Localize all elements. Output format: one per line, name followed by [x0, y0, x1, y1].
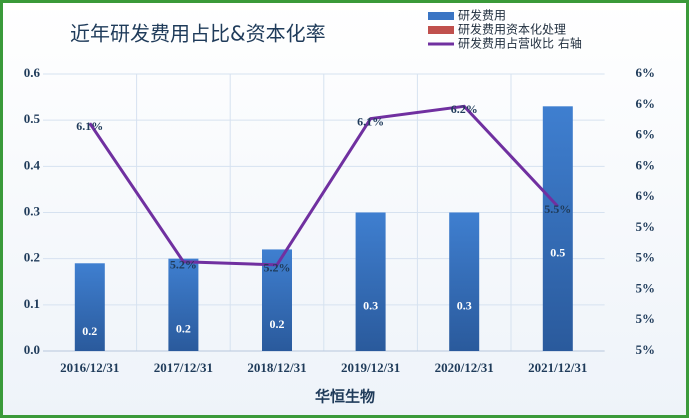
bar [449, 212, 480, 351]
y2-tick-label: 6% [636, 127, 656, 142]
bar [168, 258, 199, 351]
bar [262, 249, 292, 351]
value-label: 0.2 [82, 324, 97, 338]
value-label: 6.2% [451, 102, 478, 116]
y2-tick-label: 6% [636, 96, 656, 111]
legend-label: 研发费用占营收比 右轴 [458, 36, 582, 51]
y2-tick-label: 5% [636, 280, 656, 295]
x-tick-label: 2019/12/31 [341, 360, 400, 375]
value-label: 6.1% [76, 119, 103, 133]
y-tick-label: 0.2 [24, 250, 40, 265]
y-tick-label: 0.0 [24, 342, 40, 357]
y2-tick-label: 5% [636, 311, 656, 326]
value-label: 6.1% [357, 114, 384, 128]
legend-label: 研发费用资本化处理 [458, 22, 566, 37]
value-label: 5.2% [264, 261, 291, 275]
value-label: 5.2% [170, 257, 197, 271]
x-tick-label: 2017/12/31 [154, 360, 213, 375]
bar [74, 263, 105, 351]
value-label: 0.2 [270, 317, 285, 331]
x-axis-title: 华恒生物 [315, 388, 375, 406]
y-tick-label: 0.5 [24, 111, 41, 126]
y2-tick-label: 6% [636, 157, 656, 172]
value-label: 0.3 [363, 299, 378, 313]
value-label: 5.5% [544, 202, 571, 216]
bar [542, 106, 573, 351]
bar [355, 212, 386, 351]
y2-tick-label: 6% [636, 188, 656, 203]
chart-title: 近年研发费用占比&资本化率 [70, 22, 326, 46]
x-tick-label: 2018/12/31 [247, 360, 306, 375]
line [88, 104, 559, 267]
y-tick-label: 0.3 [24, 203, 41, 218]
value-label: 0.3 [457, 299, 472, 313]
x-tick-label: 2016/12/31 [60, 360, 119, 375]
y2-tick-label: 5% [636, 250, 656, 265]
legend-label: 研发费用 [458, 8, 506, 23]
legend-swatch [428, 12, 454, 20]
y-tick-label: 0.6 [24, 65, 41, 80]
value-label: 0.5 [550, 245, 565, 259]
legend-swatch [428, 26, 454, 34]
value-label: 0.2 [176, 322, 191, 336]
y2-tick-label: 5% [636, 342, 656, 357]
y-tick-label: 0.4 [24, 157, 41, 172]
y-tick-label: 0.1 [24, 296, 40, 311]
x-tick-label: 2021/12/31 [528, 360, 587, 375]
x-tick-label: 2020/12/31 [435, 360, 494, 375]
y2-tick-label: 5% [636, 219, 656, 234]
y2-tick-label: 6% [636, 65, 656, 80]
